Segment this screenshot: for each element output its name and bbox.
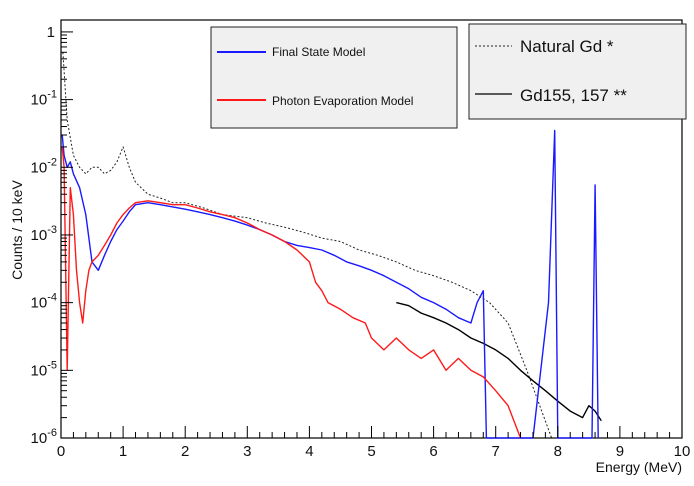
series-line-final_state: [61, 129, 599, 439]
legend-photon-evap-label: Photon Evaporation Model: [272, 94, 413, 108]
x-tick-label: 5: [367, 443, 375, 460]
legend-models: Final State Model Photon Evaporation Mod…: [210, 26, 458, 129]
y-tick-label: 1: [47, 24, 55, 41]
legend-data-box: [468, 23, 687, 120]
legend-models-box: [210, 26, 458, 129]
x-tick-label: 8: [554, 443, 562, 460]
series-line-natural_gd: [62, 52, 553, 439]
series-line-photon_evaporation: [61, 146, 522, 439]
x-tick-label: 0: [57, 443, 65, 460]
x-tick-label: 1: [119, 443, 127, 460]
y-axis-title: Counts / 10 keV: [9, 180, 25, 280]
legend-natural-gd-label: Natural Gd *: [520, 37, 614, 56]
x-tick-label: 9: [616, 443, 624, 460]
y-tick-label: 10-1: [31, 89, 57, 109]
x-tick-label: 3: [243, 443, 251, 460]
x-tick-label: 6: [429, 443, 437, 460]
legend-data: Natural Gd * Gd155, 157 **: [468, 23, 687, 120]
x-tick-label: 10: [674, 443, 691, 460]
x-axis-title: Energy (MeV): [596, 459, 682, 475]
y-tick-label: 10-5: [31, 359, 57, 379]
y-tick-label: 10-4: [31, 292, 57, 312]
y-tick-label: 10-2: [31, 156, 57, 176]
y-tick-label: 10-6: [31, 427, 57, 447]
series-line-gd155_157: [396, 301, 602, 422]
legend-final-state-label: Final State Model: [272, 45, 365, 59]
legend-gd155-label: Gd155, 157 **: [520, 86, 627, 105]
x-tick-label: 2: [181, 443, 189, 460]
y-axis-ticks: 1 10-1 10-2 10-3 10-4 10-5 10-6: [31, 24, 73, 447]
x-axis-ticks: 0 1 2 3 4 5 6 7 8 9 10: [57, 426, 691, 460]
y-tick-label: 10-3: [31, 224, 57, 244]
series-layer: [61, 52, 602, 439]
x-tick-label: 7: [492, 443, 500, 460]
x-tick-label: 4: [305, 443, 313, 460]
